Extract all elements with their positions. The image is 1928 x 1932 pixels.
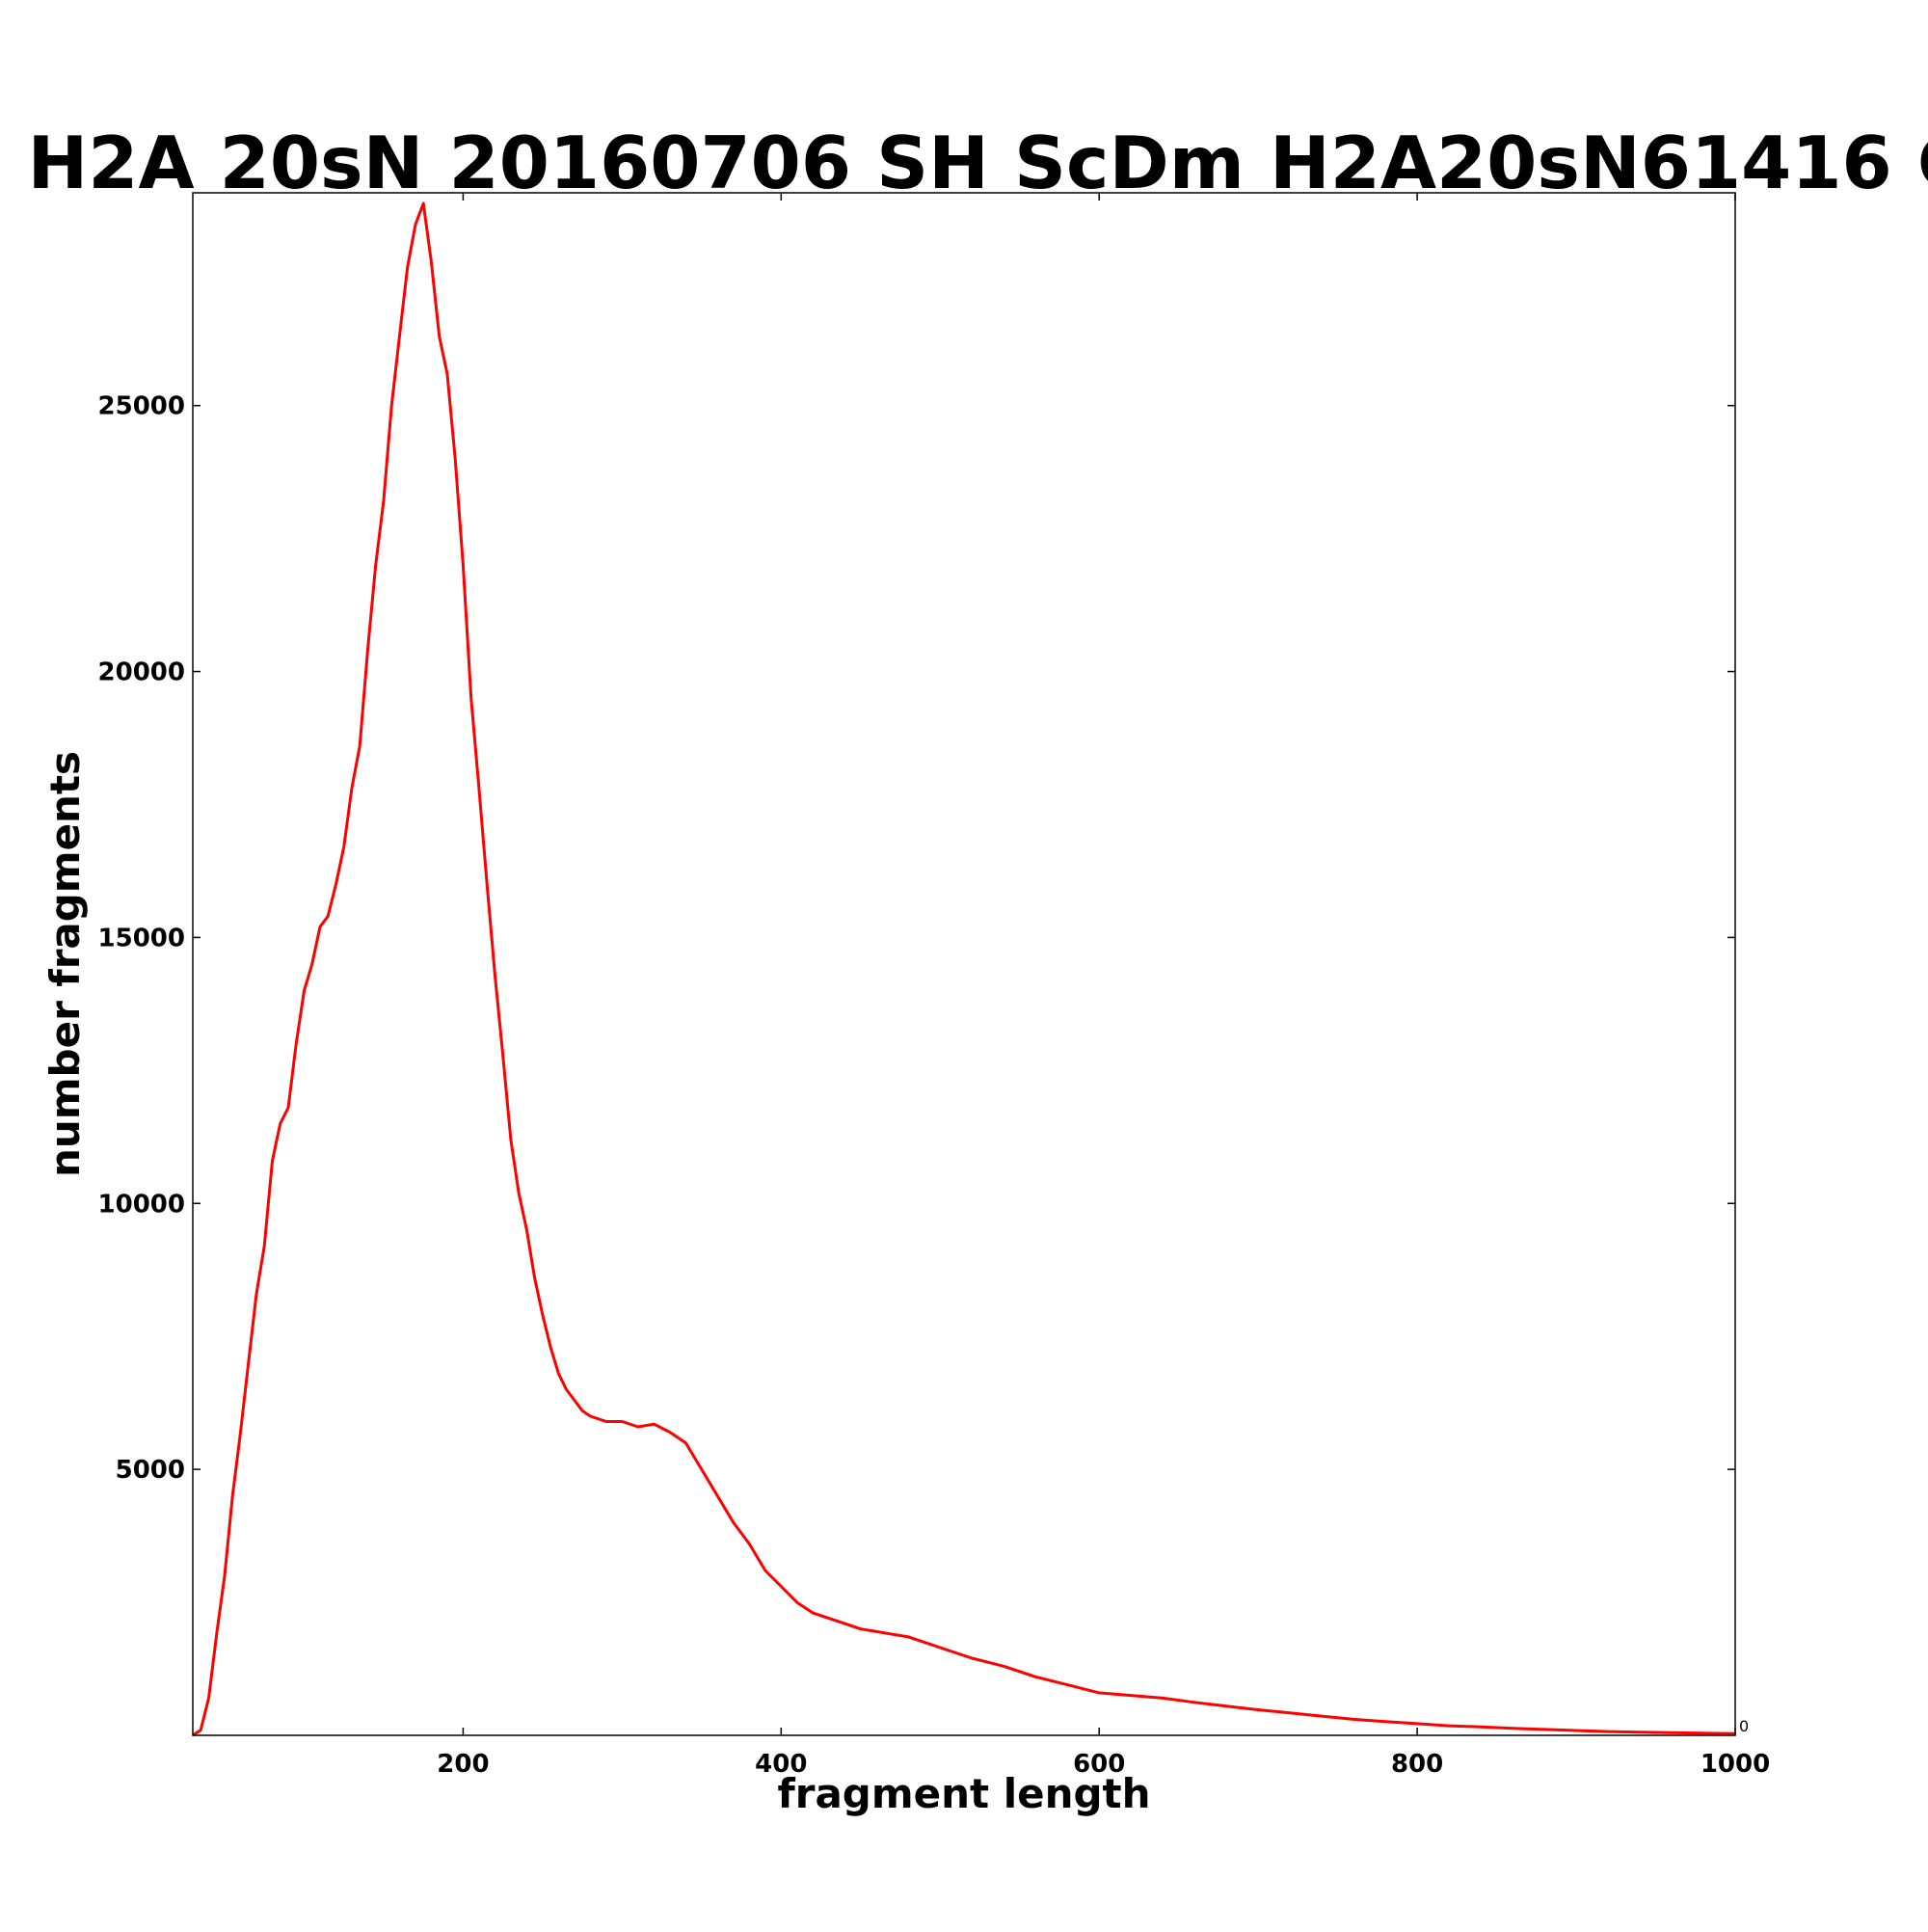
- plot-frame: [192, 192, 1736, 1736]
- zero-label: 0: [1739, 1717, 1749, 1735]
- y-tick-label: 15000: [98, 924, 185, 953]
- x-axis-label: fragment length: [777, 1770, 1150, 1817]
- x-tick-label: 800: [1391, 1750, 1443, 1779]
- x-tick-label: 600: [1073, 1750, 1125, 1779]
- x-tick-label: 200: [437, 1750, 489, 1779]
- data-series-line-0: [192, 201, 1736, 1737]
- x-tick-label: 1000: [1700, 1750, 1770, 1779]
- x-tick-label: 400: [755, 1750, 807, 1779]
- y-tick-label: 25000: [98, 392, 185, 421]
- y-tick-label: 20000: [98, 658, 185, 687]
- chart-title: un H2A 20sN 20160706 SH ScDm H2A20sN6141…: [0, 121, 1928, 205]
- y-tick-label: 5000: [116, 1456, 185, 1485]
- y-tick-label: 10000: [98, 1190, 185, 1219]
- y-axis-label: number fragments: [41, 751, 89, 1177]
- plot-layer: 200 400 600 800 1000 5000 10000 15000 20000 25000…: [98, 192, 1770, 1779]
